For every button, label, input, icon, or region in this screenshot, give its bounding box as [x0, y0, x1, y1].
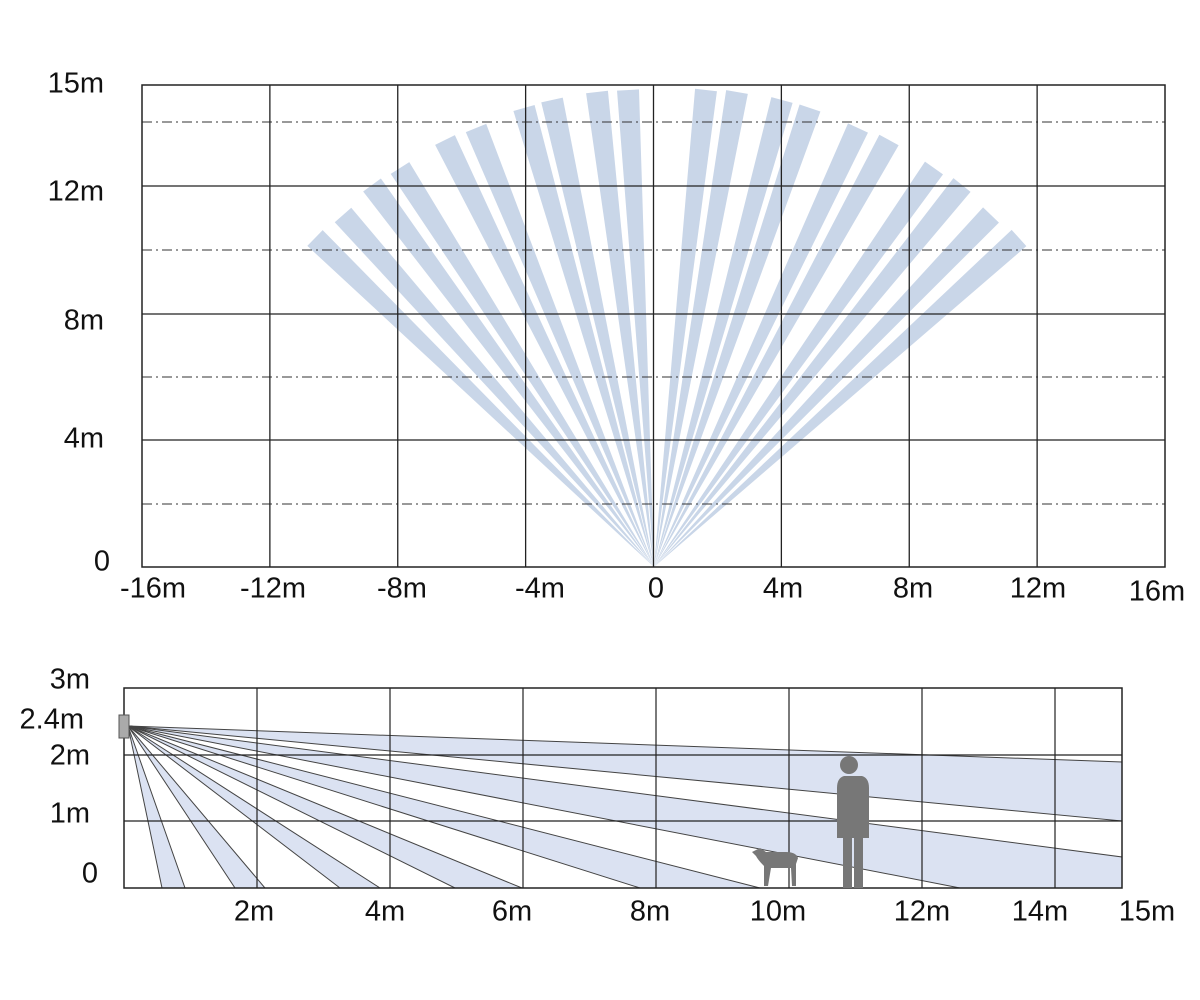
x-label: 12m [894, 896, 950, 928]
y-label: 4m [64, 423, 104, 455]
x-label: 8m [893, 573, 933, 605]
x-label: 4m [365, 896, 405, 928]
y-label: 1m [50, 798, 90, 830]
x-label: 0 [648, 573, 664, 605]
beam [465, 123, 654, 568]
x-label: 16m [1129, 576, 1185, 608]
dog [752, 848, 798, 886]
beam [654, 207, 999, 568]
x-label: -4m [515, 573, 565, 605]
x-label: 6m [492, 896, 532, 928]
x-label: 12m [1010, 573, 1066, 605]
beam [654, 178, 971, 568]
x-label: 8m [630, 896, 670, 928]
x-label: 10m [750, 896, 806, 928]
x-label: -12m [240, 573, 306, 605]
y-label: 2m [50, 740, 90, 772]
beam [334, 207, 654, 567]
beam [654, 161, 944, 567]
beam [617, 89, 654, 567]
y-label: 2.4m [20, 704, 84, 736]
beam [654, 123, 868, 567]
person-head [840, 756, 858, 774]
beam [654, 88, 717, 568]
frame [123, 687, 1123, 889]
beam [541, 97, 654, 567]
x-label: 15m [1119, 896, 1175, 928]
y-label: 3m [50, 664, 90, 696]
side-view: 3m 2.4m 2m 1m 0 2m 4m 6m 8m 10m 12m 14m 15m [20, 664, 1176, 928]
person-body [836, 776, 869, 888]
y-label: 0 [94, 546, 110, 578]
y-label: 8m [64, 305, 104, 337]
x-label: 14m [1012, 896, 1068, 928]
y-label: 12m [48, 176, 104, 208]
beam [654, 134, 899, 567]
beam [654, 104, 821, 567]
x-label: -8m [377, 573, 427, 605]
beam [435, 135, 654, 567]
frame [141, 84, 1166, 568]
beam [513, 105, 654, 567]
y-label: 15m [48, 68, 104, 100]
x-label: -16m [120, 573, 186, 605]
top-view: 15m 12m 8m 4m 0 -16m -12m -8m -4m 0 4m 8m 12m 16m [48, 68, 1186, 608]
x-label: 2m [234, 896, 274, 928]
beam [390, 162, 654, 567]
y-label: 0 [82, 858, 98, 890]
beam [586, 90, 654, 568]
beam [363, 178, 654, 567]
beam [654, 97, 793, 567]
beam [654, 90, 748, 568]
sensor [118, 714, 130, 739]
x-label: 4m [763, 573, 803, 605]
